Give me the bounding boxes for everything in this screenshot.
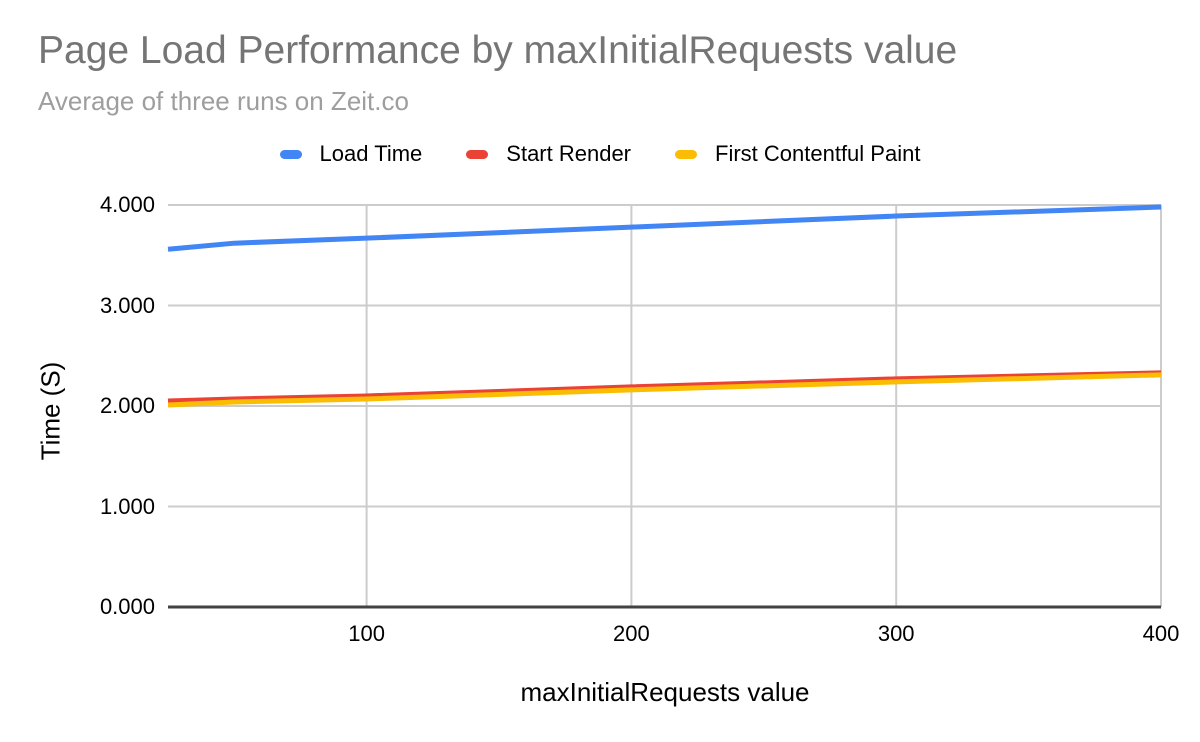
legend-item-load-time: Load Time (279, 141, 423, 167)
y-tick-label: 1.000 (99, 493, 155, 519)
legend-swatch-start-render (466, 149, 489, 159)
chart-subtitle: Average of three runs on Zeit.co (38, 86, 409, 116)
legend-label: Load Time (319, 141, 423, 166)
series-line-first-contentful-paint (167, 372, 1162, 408)
x-tick-label: 300 (877, 621, 915, 646)
x-tick-label: 200 (613, 621, 650, 646)
y-axis-title: Time (S) (35, 361, 66, 461)
legend-label: First Contentful Paint (715, 141, 921, 166)
legend-label: Start Render (506, 141, 632, 166)
y-tick-label: 2.000 (99, 393, 155, 418)
y-tick-label: 3.000 (99, 292, 155, 318)
chart-title: Page Load Performance by maxInitialReque… (38, 29, 958, 72)
legend-swatch-load-time (279, 149, 302, 159)
x-axis-title: maxInitialRequests value (520, 677, 810, 707)
series-line-load-time (167, 204, 1162, 252)
legend-item-start-render: Start Render (466, 141, 631, 167)
x-tick-label: 400 (1142, 621, 1180, 646)
chart-legend: Load Time Start Render First Contentful Pa… (0, 141, 1200, 167)
x-tick-label: 100 (348, 621, 385, 646)
y-tick-label: 4.000 (99, 192, 155, 217)
y-tick-label: 0.000 (99, 594, 155, 619)
legend-item-first-contentful-paint: First Contentful Paint (675, 141, 920, 167)
legend-swatch-first-contentful-paint (675, 149, 698, 159)
series-line-start-render (167, 370, 1162, 404)
